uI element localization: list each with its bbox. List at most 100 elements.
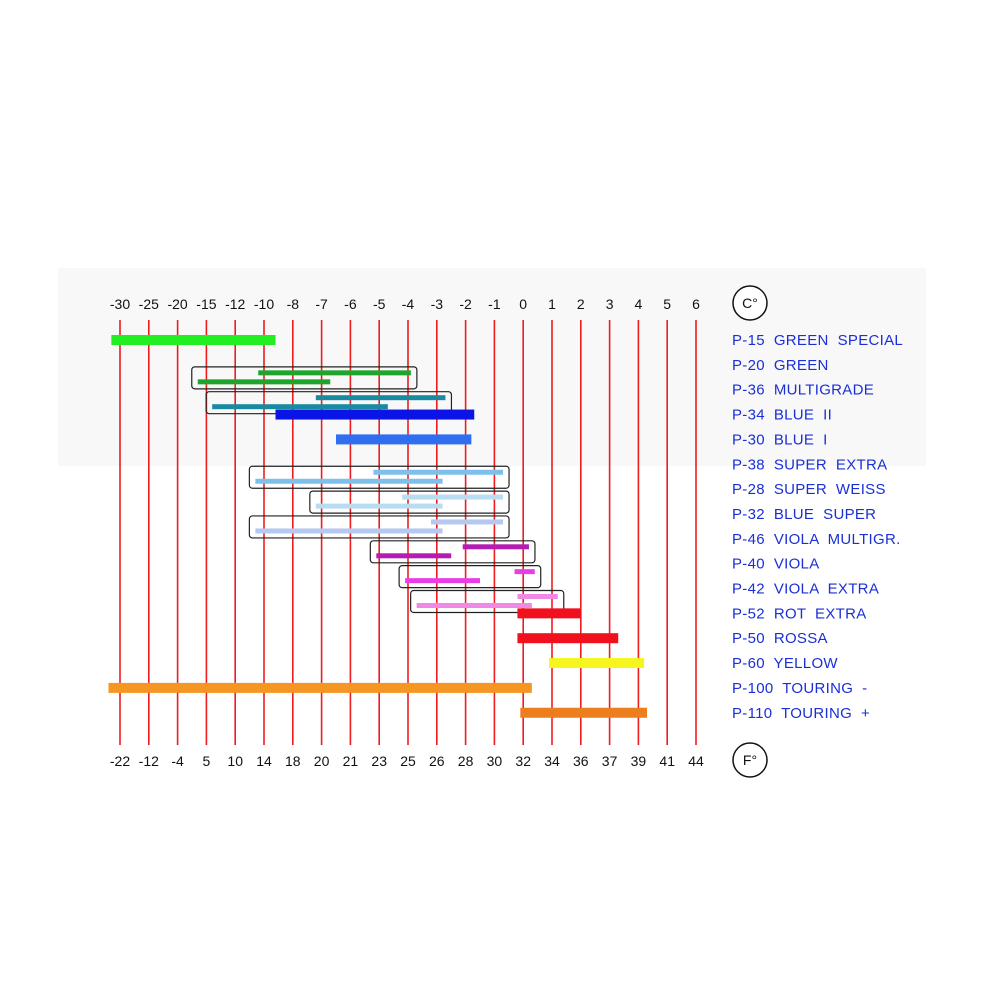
product-label: P-40 VIOLA bbox=[732, 556, 820, 573]
range-bar bbox=[517, 608, 581, 619]
fahrenheit-tick-label: 32 bbox=[515, 753, 531, 769]
product-label: P-30 BLUE I bbox=[732, 431, 828, 448]
product-label: P-42 VIOLA EXTRA bbox=[732, 581, 879, 598]
fahrenheit-tick-label: 26 bbox=[429, 753, 445, 769]
range-bar bbox=[111, 335, 276, 345]
celsius-tick-label: -6 bbox=[344, 296, 357, 312]
product-label: P-36 MULTIGRADE bbox=[732, 382, 874, 399]
product-label: P-60 YELLOW bbox=[732, 655, 838, 672]
fahrenheit-tick-label: 5 bbox=[203, 753, 211, 769]
fahrenheit-tick-label: 23 bbox=[371, 753, 387, 769]
range-bar bbox=[549, 658, 645, 669]
celsius-tick-label: -7 bbox=[315, 296, 328, 312]
product-label: P-52 ROT EXTRA bbox=[732, 605, 867, 622]
celsius-tick-label: -5 bbox=[373, 296, 386, 312]
range-bar bbox=[405, 578, 480, 584]
celsius-tick-label: -1 bbox=[488, 296, 501, 312]
range-bar bbox=[275, 409, 475, 420]
range-bar bbox=[255, 528, 443, 534]
range-box bbox=[248, 515, 510, 539]
celsius-tick-labels: -30 -25 -20 -15 -12 -10 -8 -7 -6 -5 -4 -3 -2 -1 0 1 2 3 4 5… bbox=[110, 296, 700, 312]
range-bar bbox=[517, 633, 619, 644]
celsius-tick-label: -30 bbox=[110, 296, 130, 312]
product-label: P-15 GREEN SPECIAL bbox=[732, 332, 903, 349]
range-bar bbox=[255, 478, 443, 484]
celsius-tick-label: 3 bbox=[606, 296, 614, 312]
fahrenheit-tick-label: 30 bbox=[487, 753, 503, 769]
fahrenheit-tick-label: 21 bbox=[343, 753, 359, 769]
range-bar bbox=[520, 707, 648, 718]
celsius-tick-label: -25 bbox=[139, 296, 159, 312]
product-label: P-50 ROSSA bbox=[732, 630, 828, 647]
product-label: P-38 SUPER EXTRA bbox=[732, 456, 887, 473]
range-bar bbox=[197, 379, 331, 385]
product-label: P-100 TOURING - bbox=[732, 680, 867, 697]
range-bar bbox=[315, 503, 443, 509]
fahrenheit-tick-label: 10 bbox=[227, 753, 243, 769]
range-bar bbox=[373, 469, 504, 475]
range-box bbox=[369, 540, 536, 564]
range-bar bbox=[376, 553, 452, 559]
range-box bbox=[191, 366, 418, 390]
celsius-tick-label: -2 bbox=[459, 296, 472, 312]
celsius-tick-label: 4 bbox=[635, 296, 643, 312]
range-bar bbox=[108, 682, 532, 693]
fahrenheit-tick-label: 14 bbox=[256, 753, 272, 769]
fahrenheit-tick-label: 37 bbox=[602, 753, 618, 769]
fahrenheit-tick-label: 28 bbox=[458, 753, 474, 769]
product-labels: P-15 GREEN SPECIAL P-20 GREEN P-36 MULTIGR… bbox=[732, 332, 903, 722]
fahrenheit-unit-circle bbox=[732, 742, 768, 778]
celsius-tick-label: 5 bbox=[663, 296, 671, 312]
range-boxes bbox=[191, 366, 565, 614]
product-label: P-46 VIOLA MULTIGR. bbox=[732, 531, 901, 548]
fahrenheit-tick-label: 18 bbox=[285, 753, 301, 769]
range-bar bbox=[514, 569, 535, 575]
product-label: P-110 TOURING + bbox=[732, 705, 870, 722]
celsius-tick-label: 2 bbox=[577, 296, 585, 312]
fahrenheit-tick-label: 44 bbox=[688, 753, 704, 769]
fahrenheit-unit-badge: F° bbox=[732, 742, 768, 778]
range-bar bbox=[336, 434, 472, 445]
celsius-tick-label: -15 bbox=[196, 296, 216, 312]
range-bar bbox=[462, 544, 529, 550]
celsius-unit-badge: C° bbox=[732, 285, 768, 321]
range-bar bbox=[212, 404, 388, 410]
fahrenheit-tick-label: 36 bbox=[573, 753, 589, 769]
range-box bbox=[398, 565, 542, 589]
celsius-tick-label: -8 bbox=[287, 296, 300, 312]
fahrenheit-tick-label: -12 bbox=[139, 753, 159, 769]
range-bar bbox=[402, 494, 504, 500]
product-label: P-32 BLUE SUPER bbox=[732, 506, 876, 523]
celsius-tick-label: -3 bbox=[431, 296, 444, 312]
celsius-tick-label: 1 bbox=[548, 296, 556, 312]
celsius-tick-label: 0 bbox=[519, 296, 527, 312]
range-box bbox=[410, 589, 565, 614]
celsius-unit-circle bbox=[732, 285, 768, 321]
fahrenheit-tick-labels: -22 -12 -4 5 10 14 18 20 21 23 25 26 28 30 32 34 36 37 39 4… bbox=[110, 753, 704, 769]
range-bars bbox=[108, 335, 648, 718]
product-label: P-20 GREEN bbox=[732, 357, 829, 374]
range-bar bbox=[517, 594, 558, 599]
fahrenheit-tick-label: 25 bbox=[400, 753, 416, 769]
celsius-tick-label: -12 bbox=[225, 296, 245, 312]
fahrenheit-tick-label: -4 bbox=[171, 753, 184, 769]
range-bar bbox=[431, 519, 504, 525]
range-box bbox=[248, 465, 510, 489]
fahrenheit-tick-label: -22 bbox=[110, 753, 130, 769]
range-bar bbox=[315, 395, 446, 401]
celsius-tick-label: -20 bbox=[167, 296, 187, 312]
celsius-tick-label: -4 bbox=[402, 296, 415, 312]
range-bar bbox=[258, 370, 411, 376]
fahrenheit-tick-label: 39 bbox=[631, 753, 647, 769]
range-box bbox=[309, 490, 510, 514]
fahrenheit-tick-label: 20 bbox=[314, 753, 330, 769]
celsius-tick-label: 6 bbox=[692, 296, 700, 312]
fahrenheit-unit-label: F° bbox=[743, 752, 757, 768]
celsius-unit-label: C° bbox=[742, 295, 758, 311]
product-label: P-28 SUPER WEISS bbox=[732, 481, 886, 498]
celsius-tick-label: -10 bbox=[254, 296, 274, 312]
range-bar bbox=[416, 603, 532, 608]
fahrenheit-tick-label: 34 bbox=[544, 753, 560, 769]
product-label: P-34 BLUE II bbox=[732, 407, 832, 424]
